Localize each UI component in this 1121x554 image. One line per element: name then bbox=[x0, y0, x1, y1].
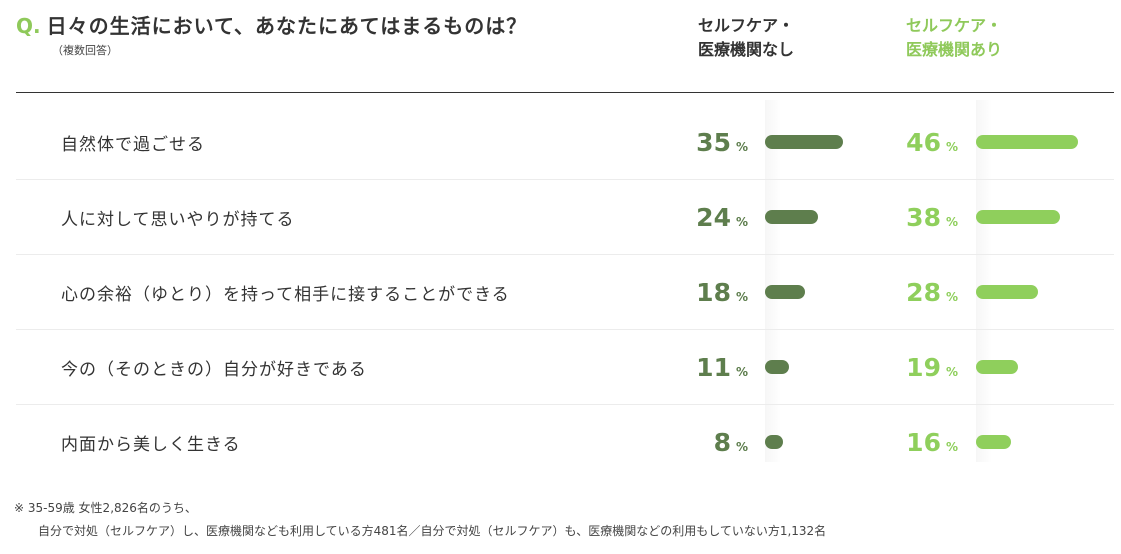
data-label-a: 11% bbox=[648, 330, 748, 405]
value-unit: % bbox=[735, 364, 748, 379]
value-number: 38 bbox=[906, 203, 941, 232]
question-text: 日々の生活において、あなたにあてはまるものは？ bbox=[46, 14, 528, 38]
value-unit: % bbox=[945, 139, 958, 154]
value-number: 18 bbox=[696, 278, 731, 307]
bar-b bbox=[976, 360, 1018, 374]
value-number: 19 bbox=[906, 353, 941, 382]
header-rule bbox=[16, 92, 1114, 93]
data-label-b: 19% bbox=[858, 330, 958, 405]
data-label-b: 46% bbox=[858, 105, 958, 180]
data-label-a: 18% bbox=[648, 255, 748, 330]
row-divider bbox=[16, 254, 1114, 255]
data-label-a: 8% bbox=[648, 405, 748, 480]
value-unit: % bbox=[945, 214, 958, 229]
footnote-line-1: ※ 35-59歳 女性2,826名のうち、 bbox=[14, 501, 197, 515]
data-label-b: 16% bbox=[858, 405, 958, 480]
category-label: 自然体で過ごせる bbox=[61, 135, 205, 155]
value-unit: % bbox=[945, 439, 958, 454]
bar-a bbox=[765, 285, 805, 299]
chart-row: 自然体で過ごせる 35% 46% bbox=[16, 105, 1114, 180]
category-label: 心の余裕（ゆとり）を持って相手に接することができる bbox=[61, 285, 510, 305]
bar-a bbox=[765, 435, 783, 449]
data-label-b: 28% bbox=[858, 255, 958, 330]
value-number: 11 bbox=[696, 353, 731, 382]
chart-row: 心の余裕（ゆとり）を持って相手に接することができる 18% 28% bbox=[16, 255, 1114, 330]
bar-a bbox=[765, 360, 789, 374]
value-number: 28 bbox=[906, 278, 941, 307]
column-header-with-care: セルフケア・ 医療機関あり bbox=[906, 16, 1003, 59]
bar-b bbox=[976, 210, 1060, 224]
bar-b bbox=[976, 435, 1011, 449]
bar-a bbox=[765, 135, 843, 149]
value-unit: % bbox=[735, 214, 748, 229]
chart-row: 内面から美しく生きる 8% 16% bbox=[16, 405, 1114, 480]
chart-row: 人に対して思いやりが持てる 24% 38% bbox=[16, 180, 1114, 255]
question-mark: Q. bbox=[16, 14, 41, 38]
category-label: 人に対して思いやりが持てる bbox=[61, 210, 295, 230]
row-divider bbox=[16, 329, 1114, 330]
value-unit: % bbox=[945, 364, 958, 379]
value-number: 46 bbox=[906, 128, 941, 157]
value-unit: % bbox=[735, 139, 748, 154]
data-label-a: 24% bbox=[648, 180, 748, 255]
row-divider bbox=[16, 404, 1114, 405]
row-divider bbox=[16, 179, 1114, 180]
footnote-line-2: 自分で対処（セルフケア）し、医療機関なども利用している方481名／自分で対処（セ… bbox=[38, 524, 827, 538]
data-label-a: 35% bbox=[648, 105, 748, 180]
value-number: 24 bbox=[696, 203, 731, 232]
value-unit: % bbox=[735, 439, 748, 454]
chart-row: 今の（そのときの）自分が好きである 11% 19% bbox=[16, 330, 1114, 405]
data-label-b: 38% bbox=[858, 180, 958, 255]
column-header-without-care: セルフケア・ 医療機関なし bbox=[698, 16, 795, 59]
category-label: 内面から美しく生きる bbox=[61, 435, 241, 455]
bar-b bbox=[976, 285, 1038, 299]
value-number: 16 bbox=[906, 428, 941, 457]
category-label: 今の（そのときの）自分が好きである bbox=[61, 360, 367, 380]
value-number: 8 bbox=[713, 428, 731, 457]
value-unit: % bbox=[735, 289, 748, 304]
bar-a bbox=[765, 210, 818, 224]
question-subtitle: （複数回答） bbox=[52, 44, 118, 57]
question-title: Q. 日々の生活において、あなたにあてはまるものは？ bbox=[16, 10, 527, 39]
bar-b bbox=[976, 135, 1078, 149]
value-number: 35 bbox=[696, 128, 731, 157]
value-unit: % bbox=[945, 289, 958, 304]
